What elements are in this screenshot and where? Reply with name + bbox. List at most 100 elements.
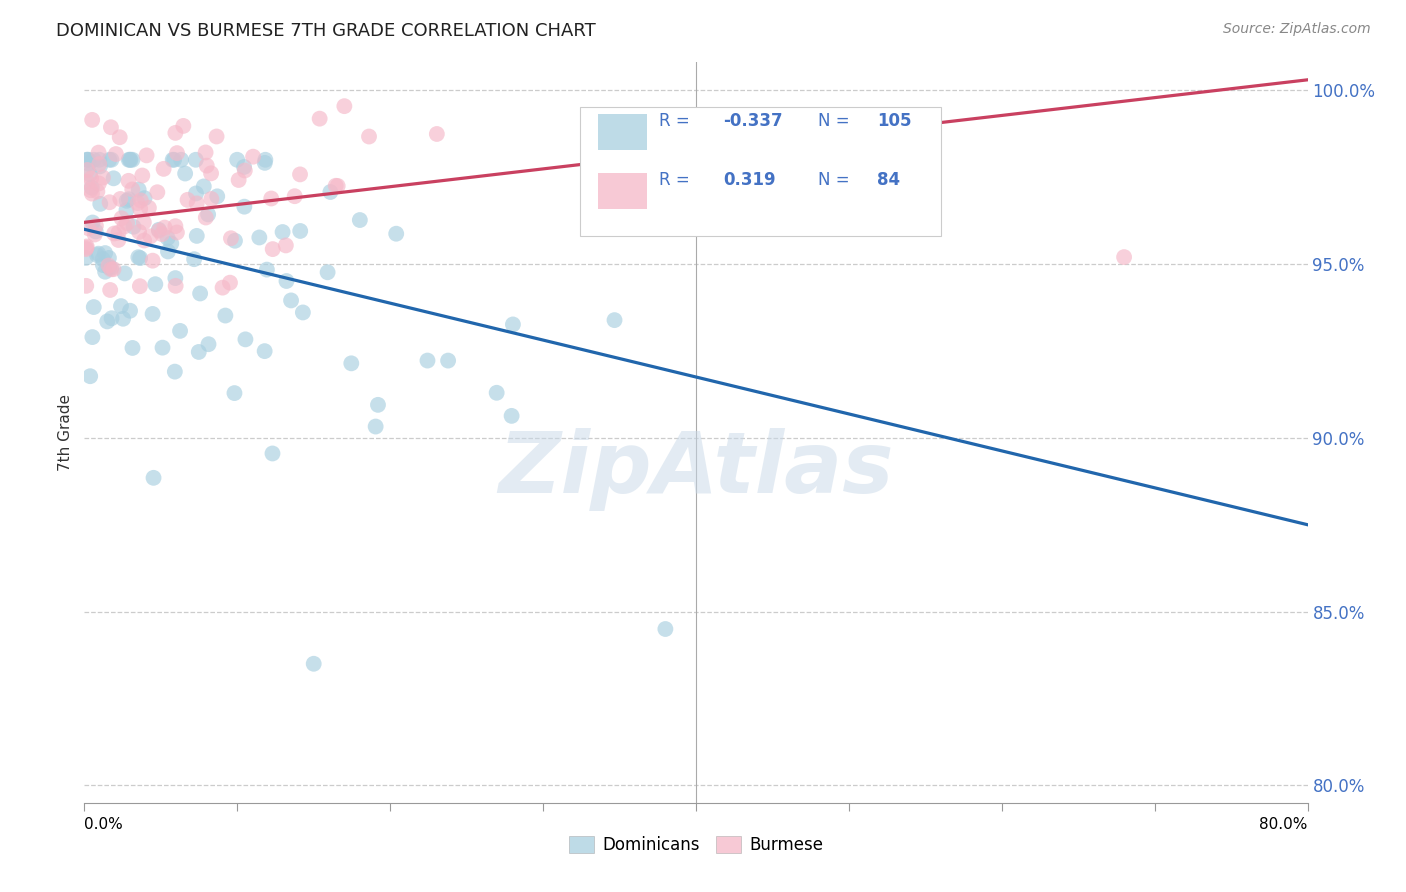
Point	[98, 153, 121, 167]
Point	[242, 150, 264, 164]
Point	[183, 252, 205, 267]
Point	[114, 219, 136, 234]
Point	[94, 265, 117, 279]
Point	[142, 307, 165, 321]
FancyBboxPatch shape	[598, 114, 647, 150]
Point	[284, 189, 307, 203]
Text: 80.0%: 80.0%	[1260, 817, 1308, 831]
Point	[98, 283, 121, 297]
Point	[110, 192, 132, 206]
Point	[82, 330, 104, 344]
Text: 0.319: 0.319	[723, 171, 776, 189]
Text: -0.337: -0.337	[723, 112, 783, 130]
Point	[79, 167, 101, 181]
Point	[112, 311, 135, 326]
Point	[107, 233, 129, 247]
Point	[214, 309, 236, 323]
Point	[100, 120, 122, 135]
Point	[122, 219, 145, 234]
Point	[100, 311, 122, 326]
Point	[83, 300, 105, 314]
Point	[219, 231, 242, 245]
Point	[197, 207, 219, 221]
Point	[118, 303, 141, 318]
Point	[357, 129, 380, 144]
Point	[260, 192, 283, 206]
Point	[233, 200, 256, 214]
Point	[416, 353, 439, 368]
Point	[194, 145, 217, 160]
Point	[128, 225, 150, 239]
Point	[77, 157, 100, 171]
Point	[316, 265, 339, 279]
Point	[165, 278, 187, 293]
Point	[166, 226, 188, 240]
Point	[75, 242, 97, 256]
Point	[502, 318, 524, 332]
Point	[114, 267, 136, 281]
Point	[91, 258, 114, 272]
Point	[75, 251, 97, 265]
Point	[603, 313, 626, 327]
Point	[107, 226, 129, 240]
Point	[156, 244, 179, 259]
Point	[367, 398, 389, 412]
Point	[174, 167, 197, 181]
Point	[135, 148, 157, 162]
Point	[131, 169, 153, 183]
Point	[129, 194, 152, 208]
Point	[128, 279, 150, 293]
Point	[89, 153, 111, 167]
Point	[211, 280, 233, 294]
Point	[110, 211, 132, 226]
Point	[97, 251, 120, 265]
Point	[193, 179, 215, 194]
Point	[146, 186, 169, 200]
Point	[156, 231, 179, 245]
Point	[84, 224, 107, 238]
Point	[291, 305, 314, 319]
Point	[276, 274, 298, 288]
Point	[165, 219, 187, 234]
Point	[364, 419, 387, 434]
Point	[115, 203, 138, 218]
Point	[75, 241, 97, 255]
Point	[134, 234, 156, 248]
Point	[176, 193, 198, 207]
Point	[84, 219, 107, 233]
Point	[165, 126, 187, 140]
Point	[117, 174, 139, 188]
Point	[94, 246, 117, 260]
Point	[253, 156, 276, 170]
Point	[274, 238, 297, 252]
Point	[121, 153, 143, 167]
Point	[76, 175, 98, 189]
Point	[426, 127, 449, 141]
Point	[100, 153, 122, 167]
Point	[98, 195, 121, 210]
Point	[121, 182, 143, 196]
Point	[302, 657, 325, 671]
Point	[86, 185, 108, 199]
Point	[194, 211, 217, 225]
Point	[200, 192, 222, 206]
Point	[349, 213, 371, 227]
Point	[80, 180, 103, 194]
Point	[163, 153, 186, 167]
Point	[165, 271, 187, 285]
Point	[224, 386, 246, 401]
Point	[188, 286, 211, 301]
Point	[262, 446, 284, 460]
Point	[207, 189, 229, 203]
Point	[195, 159, 218, 173]
Point	[143, 277, 166, 292]
Point	[77, 153, 100, 167]
Text: N =: N =	[818, 112, 855, 130]
Point	[166, 146, 188, 161]
Point	[256, 262, 278, 277]
Point	[80, 171, 103, 186]
Point	[253, 344, 276, 359]
Point	[501, 409, 523, 423]
Point	[262, 242, 284, 256]
Text: 105: 105	[877, 112, 911, 130]
